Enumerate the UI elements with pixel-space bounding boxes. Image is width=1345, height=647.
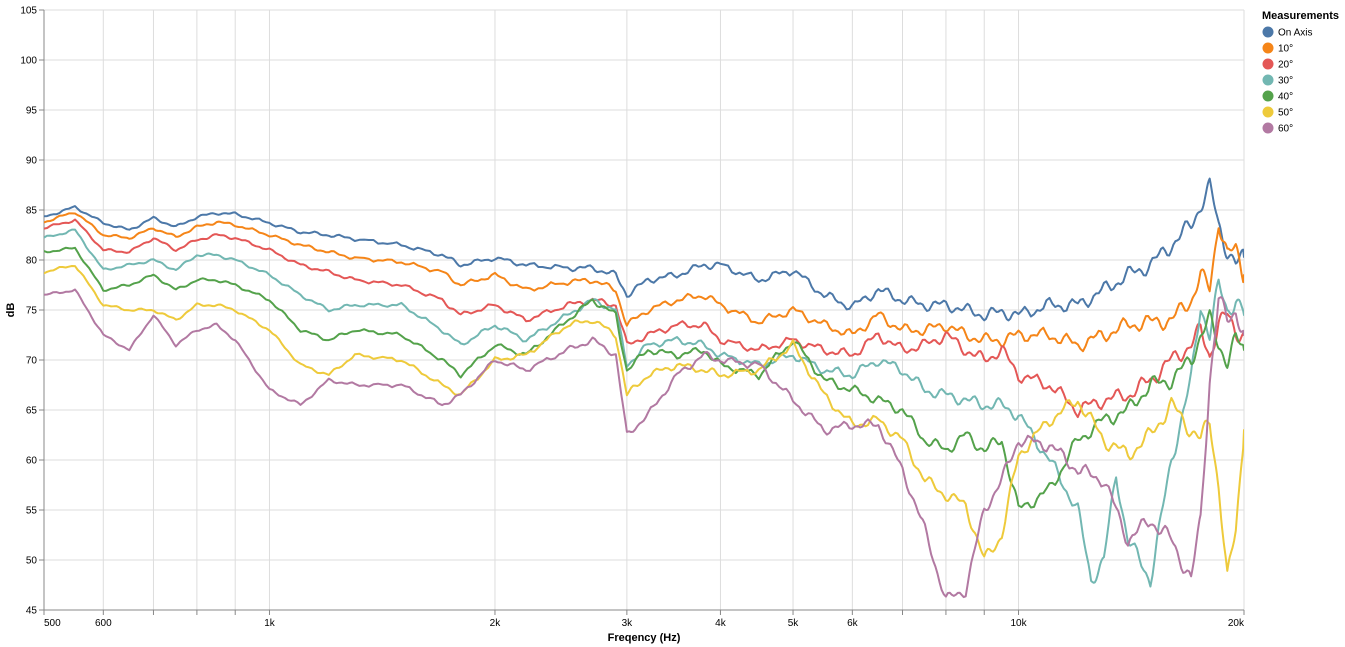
series-line-4 bbox=[44, 246, 1244, 509]
y-tick-label: 95 bbox=[26, 106, 38, 117]
axes: 500 600 1k 2k 3k 4k 5k 6k 10k 20k 45 50 55 60 65 70 75 80… bbox=[20, 6, 1245, 630]
legend-label: On Axis bbox=[1278, 28, 1312, 39]
y-tick-label: 105 bbox=[20, 6, 37, 17]
legend-swatch bbox=[1262, 90, 1274, 102]
series-line-0 bbox=[44, 177, 1244, 322]
y-tick-label: 100 bbox=[20, 56, 37, 67]
legend-swatch bbox=[1262, 106, 1274, 118]
series-line-3 bbox=[44, 228, 1244, 588]
y-tick-label: 70 bbox=[26, 356, 38, 367]
legend-swatch bbox=[1262, 58, 1274, 70]
y-axis-title: dB bbox=[5, 303, 17, 318]
x-tick-label: 4k bbox=[715, 618, 727, 629]
x-tick-label: 500 bbox=[44, 618, 61, 629]
x-tick-label: 2k bbox=[490, 618, 502, 629]
x-tick-label: 3k bbox=[622, 618, 634, 629]
series-line-5 bbox=[44, 265, 1244, 572]
x-tick-label: 6k bbox=[847, 618, 859, 629]
legend-label: 10° bbox=[1278, 44, 1293, 55]
x-tick-label: 1k bbox=[264, 618, 276, 629]
legend-title: Measurements bbox=[1262, 10, 1339, 22]
x-tick-label: 600 bbox=[95, 618, 112, 629]
x-tick-label: 10k bbox=[1010, 618, 1027, 629]
legend: Measurements On Axis 10° 20° 30° 40° 50° 60° bbox=[1262, 10, 1339, 135]
y-tick-label: 75 bbox=[26, 306, 38, 317]
series-line-1 bbox=[44, 212, 1244, 353]
series-line-2 bbox=[44, 218, 1244, 419]
x-tick-label: 5k bbox=[788, 618, 800, 629]
y-tick-label: 55 bbox=[26, 506, 38, 517]
legend-label: 20° bbox=[1278, 60, 1293, 71]
legend-label: 30° bbox=[1278, 76, 1293, 87]
x-axis-title: Freqency (Hz) bbox=[608, 632, 681, 644]
legend-label: 60° bbox=[1278, 124, 1293, 135]
y-tick-label: 45 bbox=[26, 606, 38, 617]
grid bbox=[43, 9, 1245, 611]
legend-swatch bbox=[1262, 42, 1274, 54]
legend-label: 50° bbox=[1278, 108, 1293, 119]
y-tick-label: 90 bbox=[26, 156, 38, 167]
legend-swatch bbox=[1262, 26, 1274, 38]
legend-label: 40° bbox=[1278, 92, 1293, 103]
legend-swatch bbox=[1262, 74, 1274, 86]
series-line-6 bbox=[44, 288, 1244, 599]
x-tick-label: 20k bbox=[1228, 618, 1245, 629]
y-tick-label: 60 bbox=[26, 456, 38, 467]
y-tick-label: 65 bbox=[26, 406, 38, 417]
y-tick-label: 85 bbox=[26, 206, 38, 217]
y-tick-label: 50 bbox=[26, 556, 38, 567]
y-tick-label: 80 bbox=[26, 256, 38, 267]
series-lines bbox=[44, 177, 1244, 599]
legend-swatch bbox=[1262, 122, 1274, 134]
